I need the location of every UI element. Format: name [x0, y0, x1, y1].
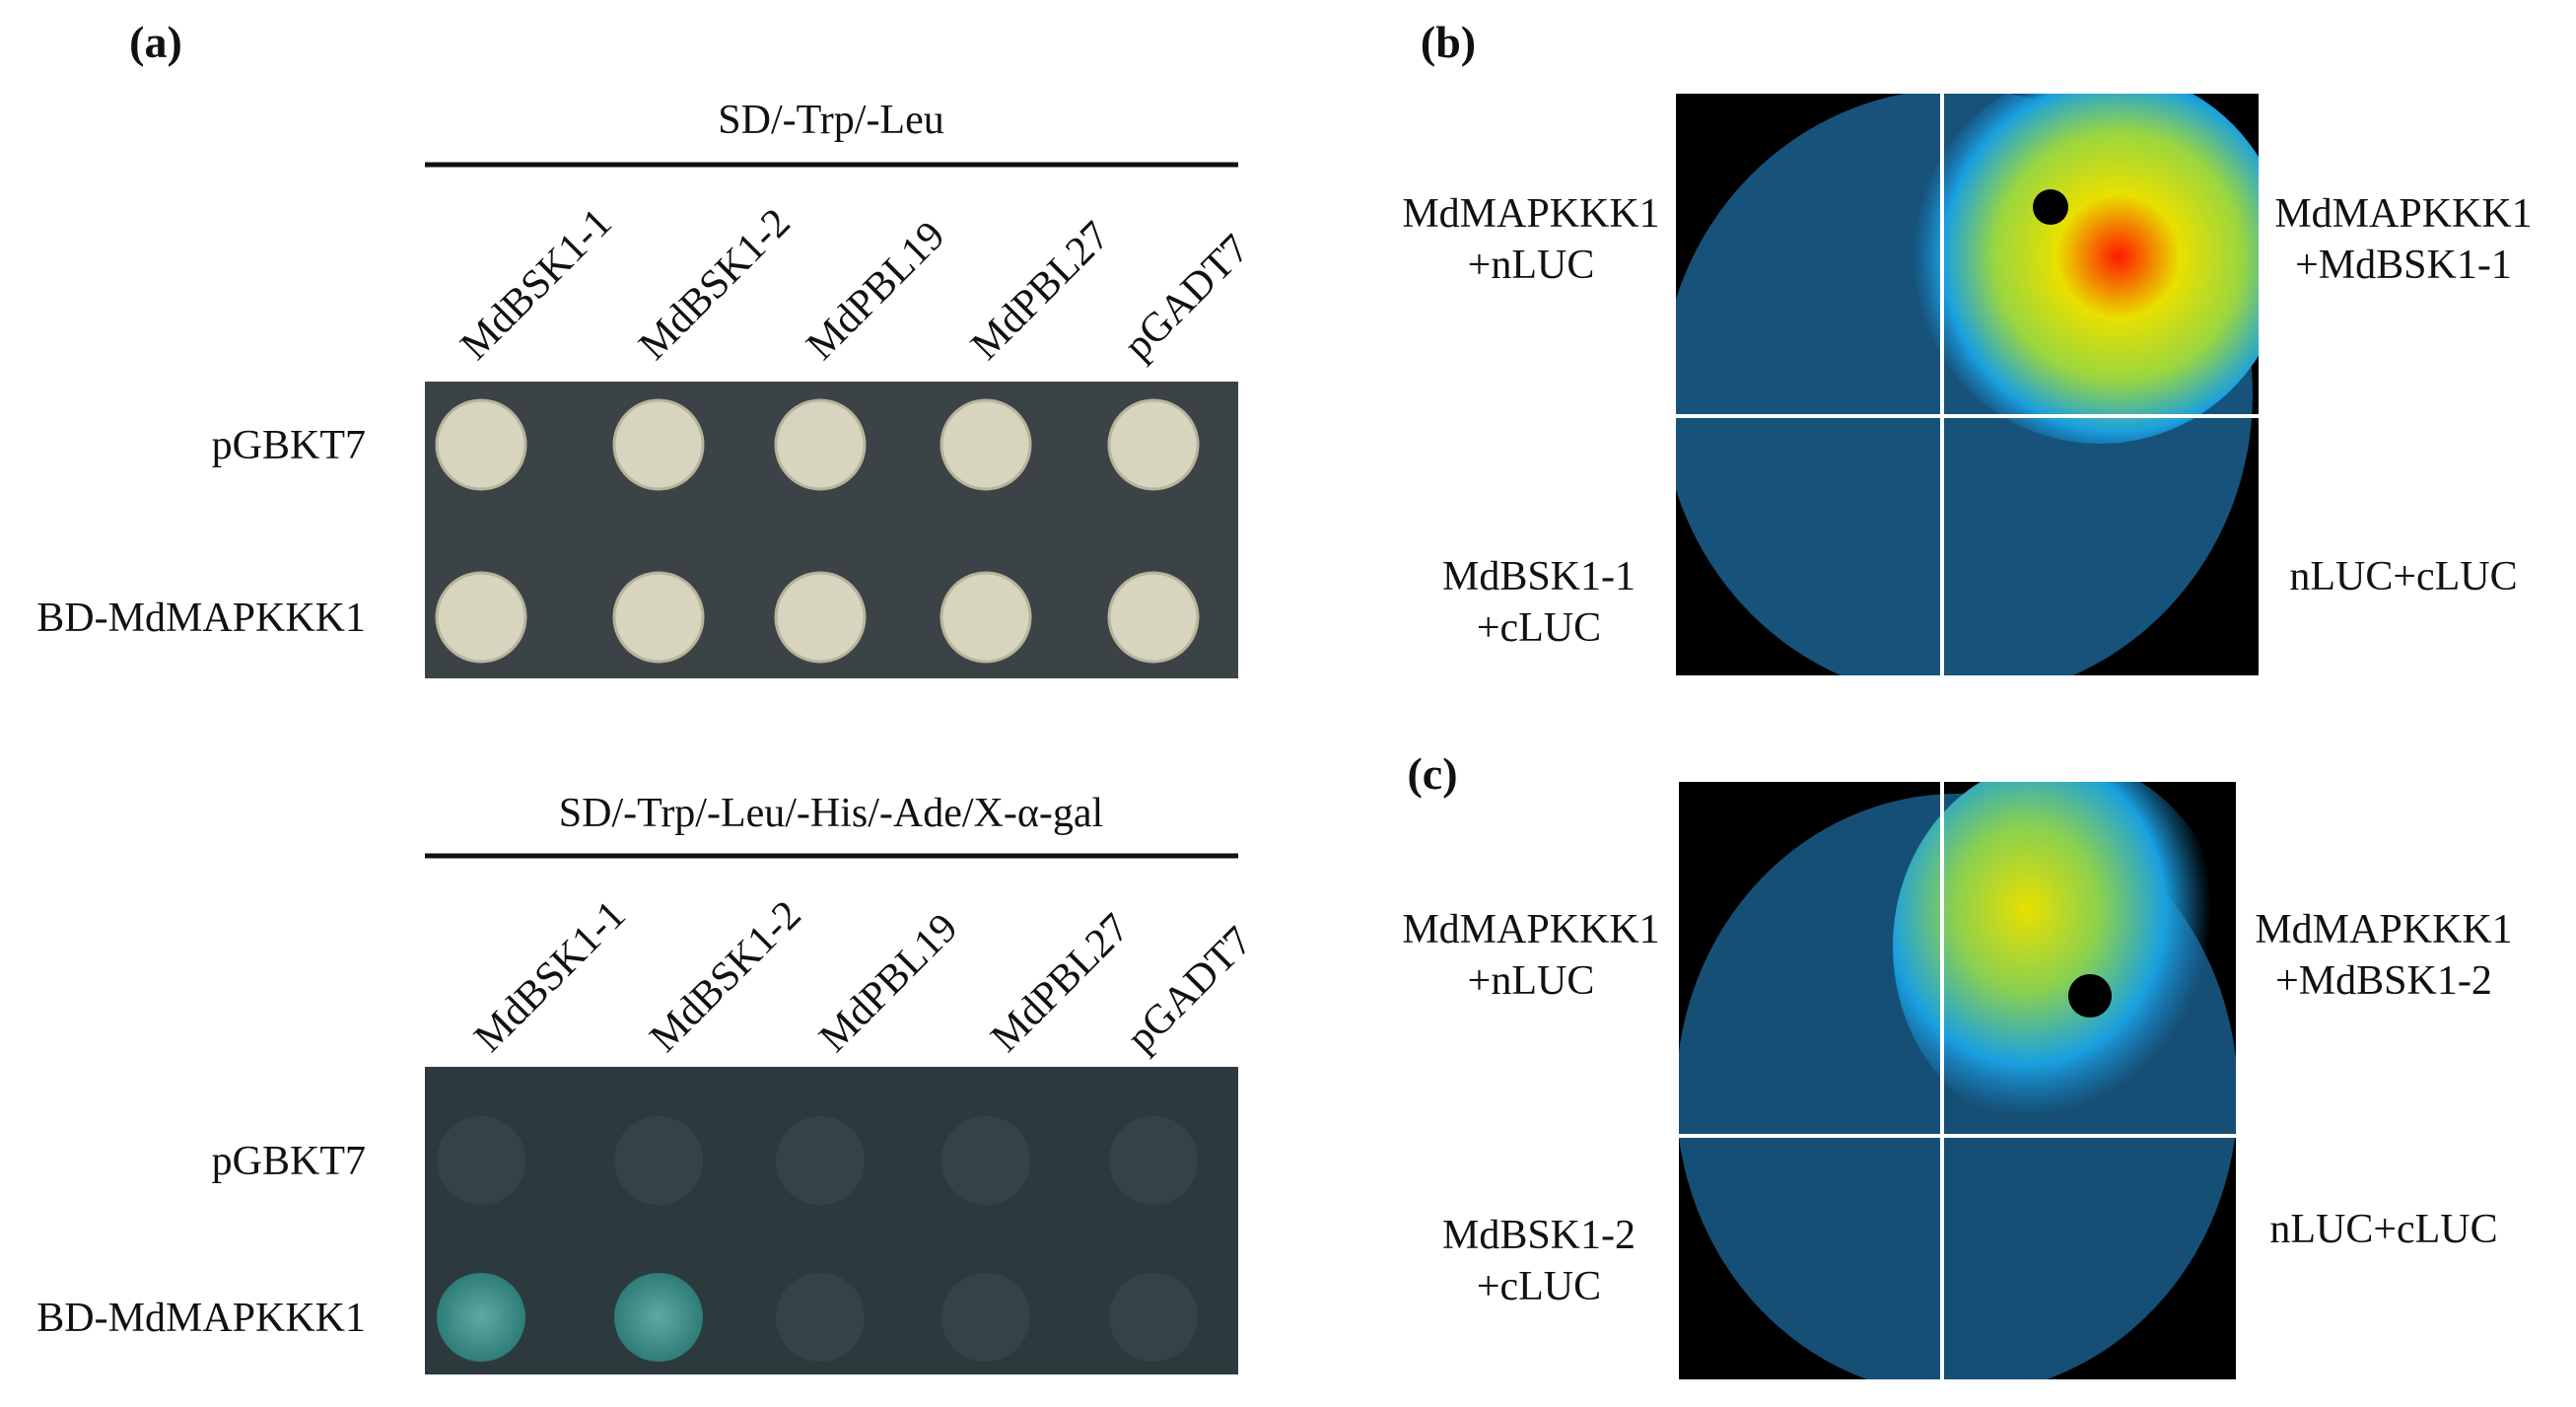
colony	[1107, 398, 1200, 491]
colony	[1109, 1273, 1198, 1362]
row-label: pGBKT7	[212, 1139, 366, 1184]
medium-title: SD/-Trp/-Leu/-His/-Ade/X-α-gal	[559, 791, 1103, 836]
quadrant-label: nLUC+cLUC	[2289, 554, 2517, 599]
quadrant-label: nLUC+cLUC	[2269, 1207, 2497, 1252]
quadrant-label: +cLUC	[1477, 1264, 1601, 1309]
colony	[437, 1273, 525, 1362]
colony	[1109, 1116, 1198, 1205]
quadrant-label: MdMAPKKK1	[2274, 191, 2532, 237]
column-label: MdPBL27	[963, 213, 1119, 369]
luc-image	[1679, 782, 2236, 1379]
row-label: pGBKT7	[212, 423, 366, 468]
colony	[774, 398, 867, 491]
column-label: MdPBL19	[799, 213, 954, 369]
quadrant-label: MdBSK1-1	[1442, 554, 1636, 599]
colony	[774, 571, 867, 664]
quadrant-label: +MdBSK1-1	[2295, 243, 2512, 288]
column-label: pGADT7	[1116, 226, 1259, 369]
column-label: MdBSK1-2	[631, 200, 800, 369]
quadrant-label: +MdBSK1-2	[2275, 958, 2492, 1004]
colony	[614, 1273, 703, 1362]
row-label: BD-MdMAPKKK1	[36, 1296, 366, 1341]
quadrant-label: +cLUC	[1477, 605, 1601, 651]
colony	[941, 1273, 1030, 1362]
colony	[614, 1116, 703, 1205]
quadrant-label: MdBSK1-2	[1442, 1213, 1636, 1258]
colony	[940, 398, 1032, 491]
luc-image	[1676, 94, 2259, 675]
quadrant-label: MdMAPKKK1	[1402, 907, 1659, 952]
colony	[941, 1116, 1030, 1205]
column-label: MdPBL19	[811, 905, 967, 1061]
column-label: MdPBL27	[983, 905, 1139, 1061]
colony	[612, 571, 705, 664]
colony	[940, 571, 1032, 664]
quadrant-label: +nLUC	[1468, 243, 1595, 288]
panel-label: (b)	[1421, 17, 1476, 67]
quadrant-label: MdMAPKKK1	[1402, 191, 1659, 237]
column-label: MdBSK1-1	[453, 200, 621, 369]
medium-title: SD/-Trp/-Leu	[718, 98, 943, 143]
panel-label: (a)	[129, 17, 182, 67]
quadrant-label: +nLUC	[1468, 958, 1595, 1004]
colony	[776, 1116, 865, 1205]
colony	[612, 398, 705, 491]
column-label: pGADT7	[1119, 918, 1262, 1061]
panel-label: (c)	[1407, 748, 1457, 799]
column-label: MdBSK1-1	[466, 892, 635, 1061]
colony	[435, 398, 527, 491]
row-label: BD-MdMAPKKK1	[36, 596, 366, 641]
column-label: MdBSK1-2	[642, 892, 810, 1061]
colony	[776, 1273, 865, 1362]
colony	[1107, 571, 1200, 664]
colony	[435, 571, 527, 664]
quadrant-label: MdMAPKKK1	[2255, 907, 2512, 952]
plate	[425, 1067, 1238, 1374]
colony	[437, 1116, 525, 1205]
